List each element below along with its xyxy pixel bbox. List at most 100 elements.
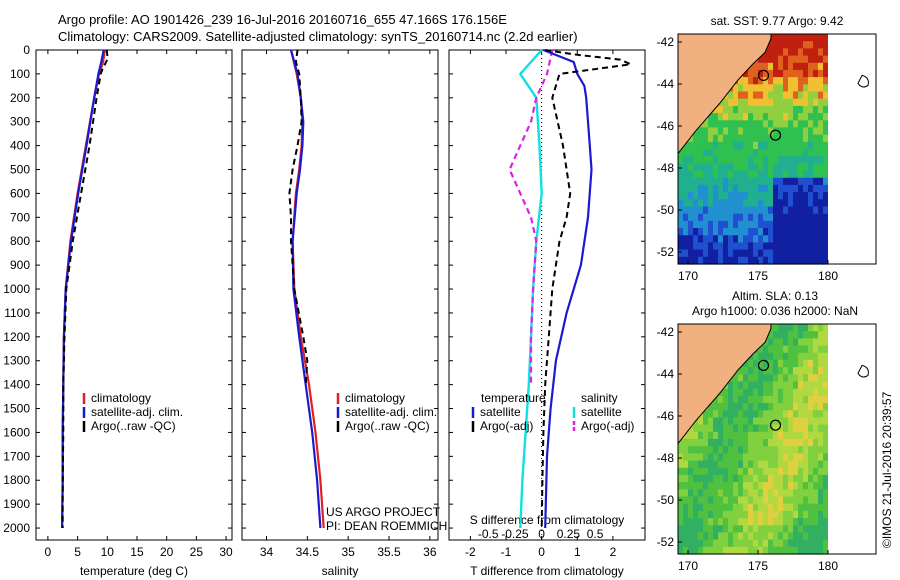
map-lat-label: -48 (657, 161, 675, 175)
depth-tick-label: 900 (10, 258, 30, 272)
depth-tick-label: 500 (10, 163, 30, 177)
map-lat-label: -42 (657, 325, 675, 339)
map-lat-label: -52 (657, 535, 675, 549)
sdiff-tick-label: -0.25 (501, 527, 529, 541)
sdiff-tick-label: 0.5 (587, 527, 604, 541)
pi-note: PI: DEAN ROEMMICH (326, 519, 447, 533)
map-lat-label: -50 (657, 203, 675, 217)
depth-tick-label: 300 (10, 115, 30, 129)
diff-legend-salinity-label: satellite (581, 405, 622, 419)
sdiff-tick-label: -0.5 (478, 527, 499, 541)
salinity-axis-tick-label: 34.5 (296, 545, 320, 559)
temperature-axis-tick-label: 25 (190, 545, 204, 559)
map-lat-label: -46 (657, 119, 675, 133)
salinity-panel-frame (241, 49, 439, 541)
station-marker (757, 69, 770, 82)
temperature-argo-diff-line (540, 49, 632, 529)
depth-tick-label: 700 (10, 210, 30, 224)
tdiff-xlabel: T difference from climatology (470, 564, 624, 578)
map-lon-label: 180 (818, 269, 838, 283)
depth-tick-label: 2000 (3, 521, 30, 535)
map-lat-label: -50 (657, 493, 675, 507)
depth-tick-label: 1600 (3, 425, 30, 439)
temperature-legend-label: satellite-adj. clim. (91, 405, 183, 419)
salinity-xlabel: salinity (322, 564, 359, 578)
salinity-axis-tick-label: 34 (260, 545, 274, 559)
temperature-axis-tick-label: 20 (160, 545, 174, 559)
salinity-argo-diff-line (508, 49, 554, 385)
map-lon-label: 170 (678, 559, 698, 573)
salinity-axis-tick-label: 35.5 (377, 545, 401, 559)
copyright-stamp: ©IMOS 21-Jul-2016 20:39:57 (880, 391, 894, 548)
station-marker (757, 359, 770, 371)
diff-legend-title-temperature: temperature (481, 391, 546, 405)
chart-title-line1: Argo profile: AO 1901426_239 16-Jul-2016… (58, 12, 507, 27)
salinity-satellite-diff-line (519, 49, 543, 529)
temperature-argo-line (61, 49, 109, 528)
temperature-axis-tick-label: 30 (219, 545, 233, 559)
temperature-axis-tick-label: 5 (74, 545, 81, 559)
sst-map-frame (677, 33, 877, 265)
depth-tick-label: 1100 (4, 306, 30, 320)
map-lat-label: -48 (657, 451, 675, 465)
temperature-legend-label: Argo(..raw -QC) (91, 419, 176, 433)
depth-tick-label: 1900 (3, 497, 30, 511)
map-lon-label: 170 (678, 269, 698, 283)
temperature-legend-label: climatology (91, 391, 151, 405)
map-lat-label: -52 (657, 245, 675, 259)
salinity-argo-line (288, 49, 309, 385)
depth-tick-label: 100 (10, 67, 30, 81)
map-lat-label: -44 (657, 77, 675, 91)
depth-tick-label: 1300 (3, 354, 30, 368)
depth-tick-label: 200 (10, 91, 30, 105)
diff-legend-salinity-label: Argo(-adj) (581, 419, 634, 433)
map-lat-label: -46 (657, 409, 675, 423)
diff-legend-temperature-label: satellite (480, 405, 521, 419)
temperature-axis-tick-label: 0 (45, 545, 52, 559)
depth-tick-label: 1400 (3, 378, 30, 392)
depth-tick-label: 1700 (3, 449, 30, 463)
chart-title-line2: Climatology: CARS2009. Satellite-adjuste… (58, 29, 578, 44)
sst-map-title: sat. SST: 9.77 Argo: 9.42 (711, 14, 844, 28)
depth-tick-label: 0 (23, 43, 30, 57)
sdiff-tick-label: 0.25 (557, 527, 581, 541)
sla-map (677, 323, 877, 555)
tdiff-axis-tick-label: 1 (574, 545, 581, 559)
tdiff-axis-tick-label: -2 (465, 545, 476, 559)
temperature-satellite-line (61, 49, 105, 529)
depth-tick-label: 1000 (3, 282, 30, 296)
sla-map-frame (677, 323, 877, 555)
diff-legend-title-salinity: salinity (581, 391, 618, 405)
sla-map-subtitle: Argo h1000: 0.036 h2000: NaN (692, 304, 858, 318)
depth-tick-label: 1500 (3, 402, 30, 416)
map-lat-label: -44 (657, 367, 675, 381)
depth-tick-label: 800 (10, 234, 30, 248)
salinity-axis-tick-label: 36 (423, 545, 437, 559)
island-outline (857, 364, 869, 378)
tdiff-axis-tick-label: -1 (501, 545, 512, 559)
tdiff-axis-tick-label: 2 (610, 545, 617, 559)
sdiff-xlabel: S difference from climatology (470, 513, 625, 527)
diff-legend-temperature-label: Argo(-adj) (480, 419, 533, 433)
temperature-axis-tick-label: 10 (101, 545, 115, 559)
salinity-legend-label: satellite-adj. clim. (345, 405, 437, 419)
island-outline (857, 74, 869, 88)
project-note: US ARGO PROJECT (326, 505, 441, 519)
map-lon-label: 175 (748, 559, 768, 573)
salinity-legend-label: Argo(..raw -QC) (345, 419, 430, 433)
argo-float-marker (769, 129, 782, 141)
depth-tick-label: 400 (10, 139, 30, 153)
sst-map (677, 33, 877, 265)
temperature-satellite-diff-line (542, 48, 593, 529)
map-lat-label: -42 (657, 35, 675, 49)
salinity-legend-label: climatology (345, 391, 405, 405)
argo-float-marker (769, 419, 782, 431)
temperature-panel-frame (35, 49, 233, 541)
map-lon-label: 180 (818, 559, 838, 573)
sdiff-tick-label: 0 (538, 527, 545, 541)
temperature-xlabel: temperature (deg C) (80, 564, 188, 578)
tdiff-axis-tick-label: 0 (538, 545, 545, 559)
depth-tick-label: 1200 (3, 330, 30, 344)
depth-tick-label: 600 (10, 186, 30, 200)
